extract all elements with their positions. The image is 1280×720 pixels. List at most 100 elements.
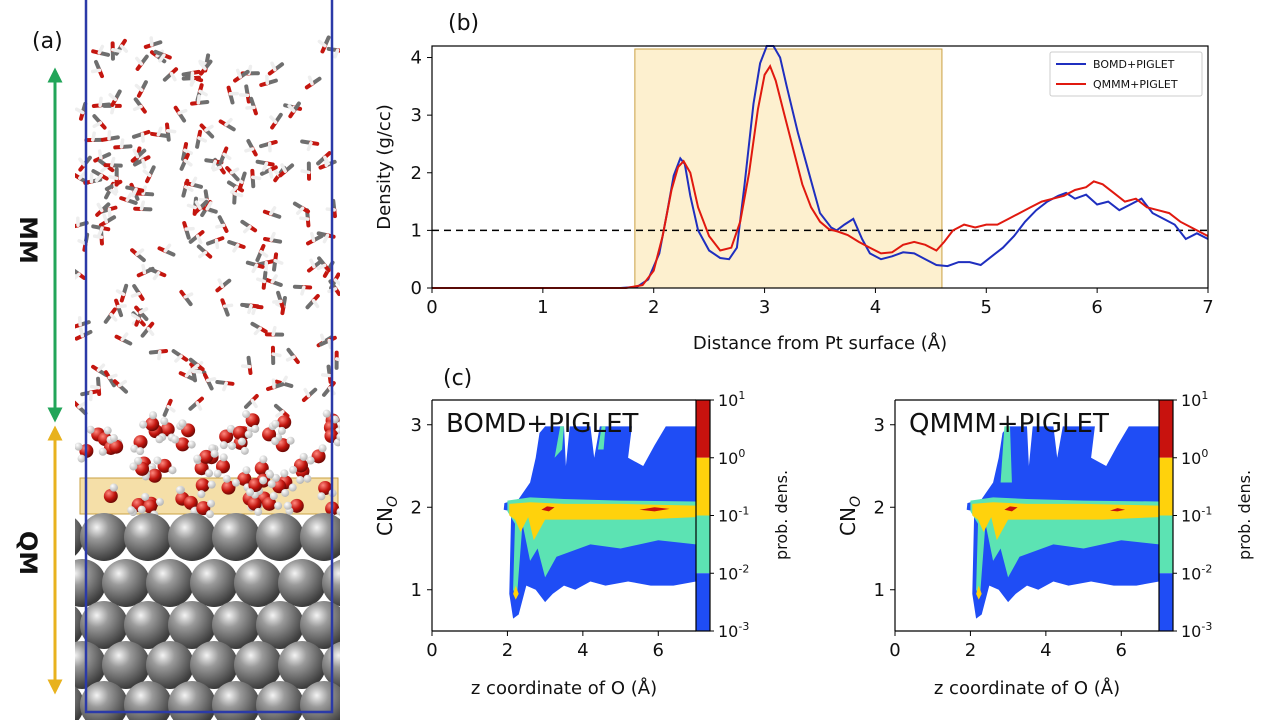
water-bond	[232, 243, 240, 253]
water-bond	[269, 206, 277, 216]
water-bond	[108, 174, 119, 181]
water-bond	[152, 270, 161, 281]
hydrogen-atom	[129, 462, 138, 471]
water-bond	[287, 104, 296, 113]
x-tick-label: 4	[1040, 640, 1051, 661]
water-bond	[300, 285, 306, 296]
water-bond	[269, 115, 278, 125]
mm-region-label: MM	[14, 216, 42, 264]
water-bond	[327, 338, 333, 350]
colorbar-tick-label: 10-1	[1181, 505, 1212, 526]
platinum-atom	[124, 601, 172, 649]
water-bond	[77, 316, 82, 327]
water-bond	[210, 159, 217, 170]
water-bond	[75, 107, 85, 115]
water-bond	[166, 404, 176, 413]
hydrogen-atom	[171, 435, 180, 444]
water-bond	[92, 121, 103, 128]
hydrogen-atom	[254, 507, 263, 516]
y-tick-label: 0	[411, 278, 422, 299]
hydrogen-atom	[242, 410, 251, 419]
panel-label-c: (c)	[443, 366, 472, 391]
colorbar-segment	[1159, 515, 1173, 574]
x-axis-label: Distance from Pt surface (Å)	[693, 332, 947, 354]
hydrogen-atom	[271, 473, 280, 482]
hydrogen-atom	[246, 488, 255, 497]
panel-label-a: (a)	[32, 29, 63, 54]
platinum-atom	[300, 513, 340, 561]
water-bond	[119, 138, 125, 149]
hydrogen-atom	[109, 483, 118, 492]
water-bond	[333, 278, 340, 287]
water-bond	[268, 168, 274, 179]
water-bond	[77, 401, 87, 409]
water-bond	[275, 410, 285, 418]
water-bond	[78, 157, 87, 167]
platinum-atom	[80, 681, 128, 720]
platinum-atom	[234, 559, 282, 607]
water-bond	[272, 299, 283, 304]
water-bond	[96, 202, 104, 213]
hydrogen-atom	[137, 505, 146, 514]
water-bond	[285, 355, 296, 362]
oxygen-atom	[181, 423, 196, 438]
y-axis-label-sub: O	[848, 496, 864, 507]
legend-box	[1049, 51, 1203, 97]
water-bond	[229, 185, 239, 194]
platinum-atom	[234, 641, 282, 689]
water-bond	[78, 171, 87, 180]
water-bond	[94, 173, 103, 183]
hydrogen-atom	[222, 474, 231, 483]
oxygen-atom	[135, 461, 150, 476]
hydrogen-atom	[219, 453, 228, 462]
hydrogen-atom	[187, 440, 196, 449]
water-bond	[295, 206, 305, 216]
oxygen-atom	[199, 449, 214, 464]
hydrogen-atom	[75, 442, 83, 451]
hydrogen-atom	[103, 426, 112, 435]
water-bond	[97, 149, 103, 160]
water-bond	[79, 327, 85, 338]
x-tick-label: 4	[577, 640, 588, 661]
colorbar-tick-label: 10-3	[1181, 620, 1212, 641]
water-bond	[116, 304, 127, 309]
water-bond	[119, 44, 129, 53]
water-bond	[233, 191, 244, 198]
water-bond	[183, 158, 193, 167]
colorbar-segment	[696, 573, 710, 631]
platinum-atom	[75, 559, 106, 607]
hydrogen-atom	[271, 437, 280, 446]
water-bond	[141, 158, 147, 169]
x-tick-label: 6	[1091, 297, 1102, 318]
x-tick-label: 7	[1202, 297, 1213, 318]
legend-label-qmmm: QMMM+PIGLET	[1093, 78, 1178, 91]
platinum-atom	[278, 641, 326, 689]
platinum-atom	[124, 513, 172, 561]
hydrogen-atom	[207, 480, 216, 489]
hydrogen-atom	[136, 447, 145, 456]
platinum-atom	[278, 559, 326, 607]
water-bond	[250, 175, 262, 181]
water-bond	[222, 152, 232, 161]
y-tick-label: 3	[874, 415, 885, 436]
water-bond	[92, 234, 104, 240]
water-bond	[244, 147, 255, 153]
heatmap-bomd: 0 2 4 6 1 2 3 101 100 10-1 10-2 10-3 BOMD+PIGLET z …	[373, 389, 791, 699]
hydrogen-atom	[306, 456, 315, 465]
colorbar-segment	[696, 400, 710, 458]
hydrogen-atom	[317, 492, 326, 501]
oxygen-atom	[195, 478, 210, 493]
y-tick-label: 2	[874, 497, 885, 518]
hydrogen-atom	[336, 432, 340, 441]
water-bond	[299, 216, 310, 221]
oxygen-atom	[194, 461, 209, 476]
platinum-atom	[212, 601, 260, 649]
platinum-atom	[256, 681, 304, 720]
density-level-peak	[1004, 506, 1018, 512]
water-bond	[250, 398, 258, 409]
water-bond	[251, 263, 259, 274]
hydrogen-atom	[242, 466, 251, 475]
series-line-0	[432, 45, 1209, 289]
legend-label-bomd: BOMD+PIGLET	[1093, 58, 1175, 71]
platinum-atom	[168, 681, 216, 720]
